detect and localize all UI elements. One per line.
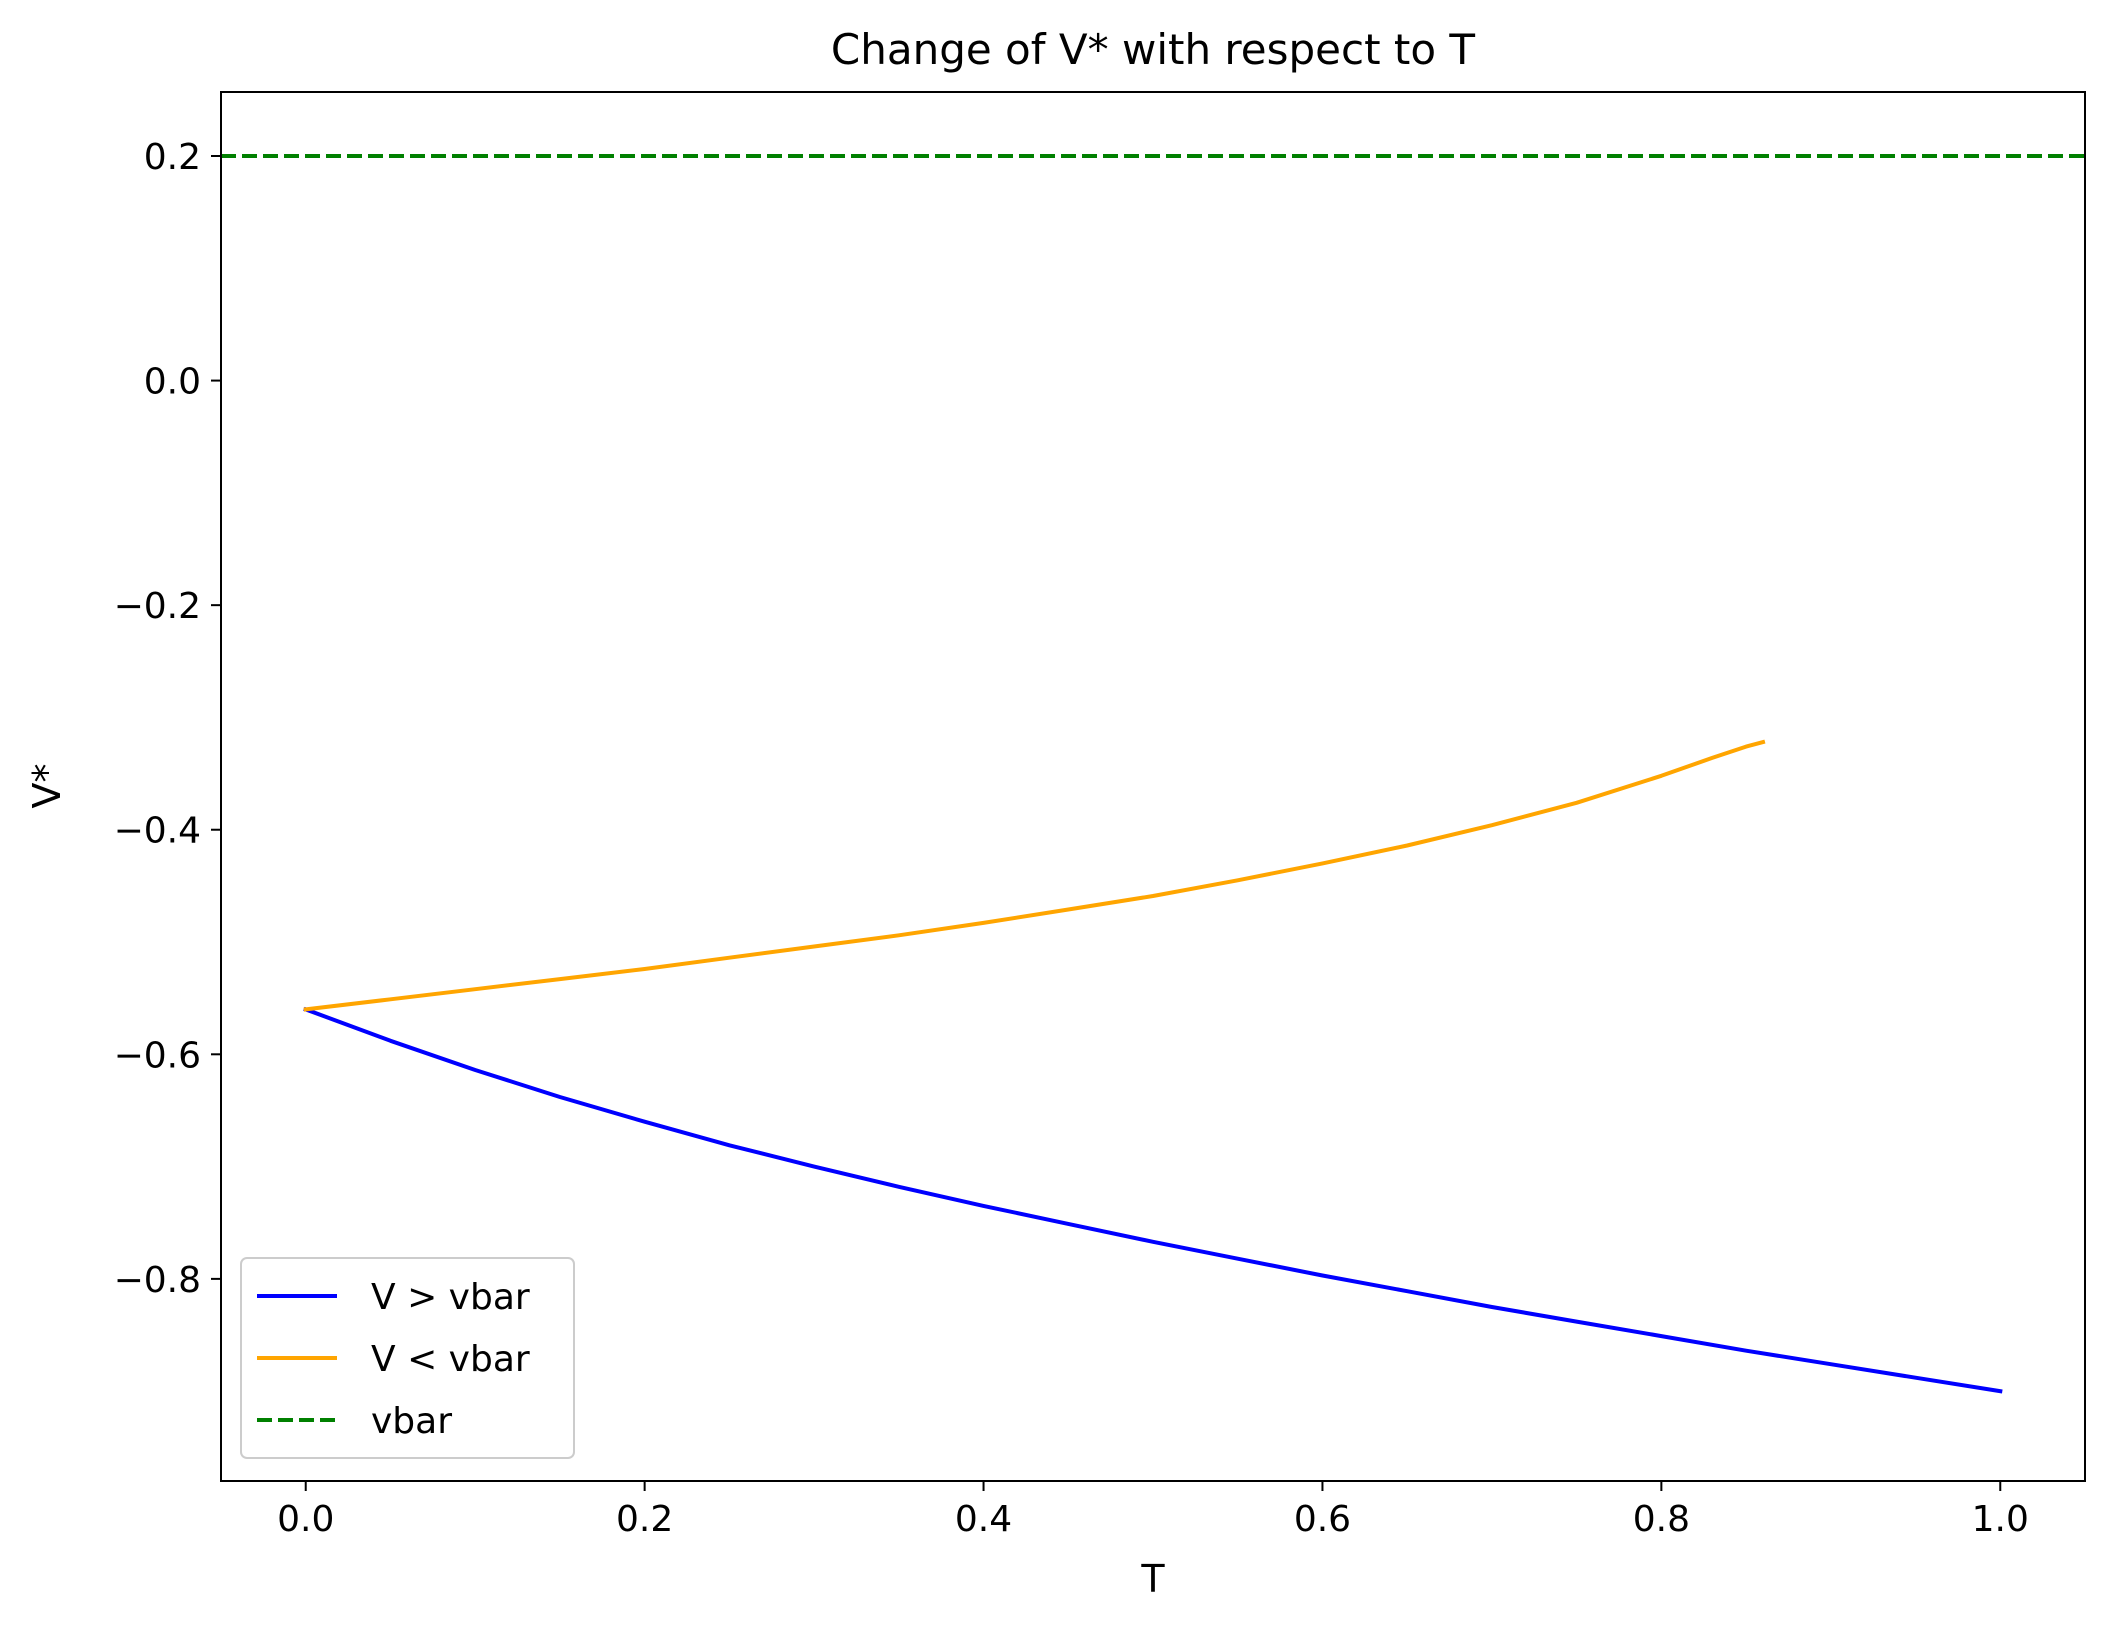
legend: V > vbar V < vbar vbar	[240, 1257, 575, 1459]
series-line-1	[303, 1006, 2003, 1394]
legend-box	[240, 1257, 575, 1459]
legend-label-2: V < vbar	[371, 1339, 530, 1380]
x-axis-title: T	[1140, 1557, 1165, 1601]
legend-label-3: vbar	[371, 1401, 452, 1442]
y-tick-label: 0.0	[144, 362, 201, 403]
x-tick-label: 0.6	[1294, 1499, 1351, 1540]
y-tick-label: −0.8	[114, 1260, 201, 1301]
chart-title: Change of V* with respect to T	[831, 25, 1476, 74]
x-tick-label: 0.4	[955, 1499, 1012, 1540]
x-tick-label: 1.0	[1972, 1499, 2029, 1540]
x-tick-label: 0.2	[616, 1499, 673, 1540]
y-tick-label: −0.6	[114, 1035, 201, 1076]
y-tick-label: −0.2	[114, 586, 201, 627]
series-layer	[221, 154, 2085, 1394]
y-axis-ticks: 0.2 0.0 −0.2 −0.4 −0.6 −0.8	[114, 137, 221, 1301]
y-axis-title: V*	[25, 764, 69, 809]
legend-label-1: V > vbar	[371, 1277, 530, 1318]
y-tick-label: −0.4	[114, 811, 201, 852]
x-tick-label: 0.8	[1633, 1499, 1690, 1540]
x-tick-label: 0.0	[277, 1499, 334, 1540]
axes-frame	[220, 91, 2086, 1482]
x-axis-ticks: 0.0 0.2 0.4 0.6 0.8 1.0	[277, 1481, 2029, 1540]
y-tick-label: 0.2	[144, 137, 201, 178]
series-line-2	[303, 739, 1766, 1012]
